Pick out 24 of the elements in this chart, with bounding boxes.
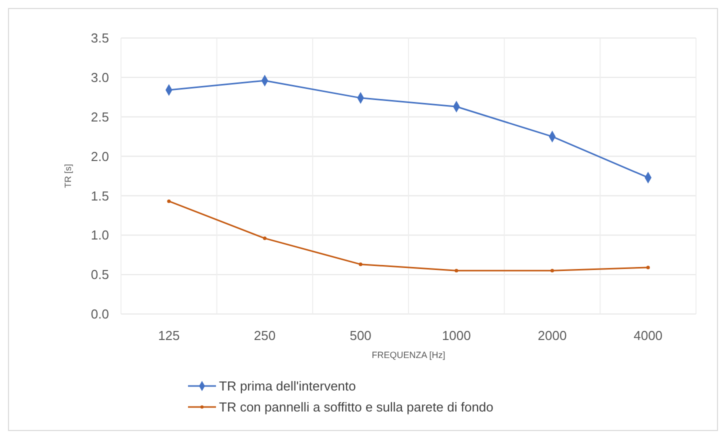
x-tick-label: 1000 xyxy=(442,328,471,343)
y-tick-label: 2.5 xyxy=(90,109,109,124)
legend-label: TR prima dell'intervento xyxy=(219,378,356,394)
x-tick-label: 250 xyxy=(254,328,276,343)
y-tick-label: 3.5 xyxy=(90,30,109,46)
point xyxy=(262,236,267,240)
point xyxy=(167,199,171,204)
point xyxy=(646,266,650,270)
x-tick-label: 2000 xyxy=(538,328,567,343)
point xyxy=(454,268,458,272)
y-axis-title: TR [s] xyxy=(63,164,73,188)
x-tick-label: 4000 xyxy=(634,328,663,343)
x-tick-label: 125 xyxy=(158,328,180,343)
y-tick-label: 1.0 xyxy=(90,228,109,243)
y-tick-label: 2.0 xyxy=(90,148,109,164)
x-tick-label: 500 xyxy=(350,328,372,343)
y-tick-label: 1.5 xyxy=(90,188,109,204)
legend-label: TR con pannelli a soffitto e sulla parete di fondo xyxy=(219,400,494,415)
y-tick-label: 3.0 xyxy=(90,70,109,85)
y-tick-label: 0.0 xyxy=(90,306,109,322)
point xyxy=(550,268,554,272)
y-tick-label: 0.5 xyxy=(90,267,109,282)
x-axis-title: FREQUENZA [Hz] xyxy=(372,350,446,360)
point xyxy=(358,262,362,266)
